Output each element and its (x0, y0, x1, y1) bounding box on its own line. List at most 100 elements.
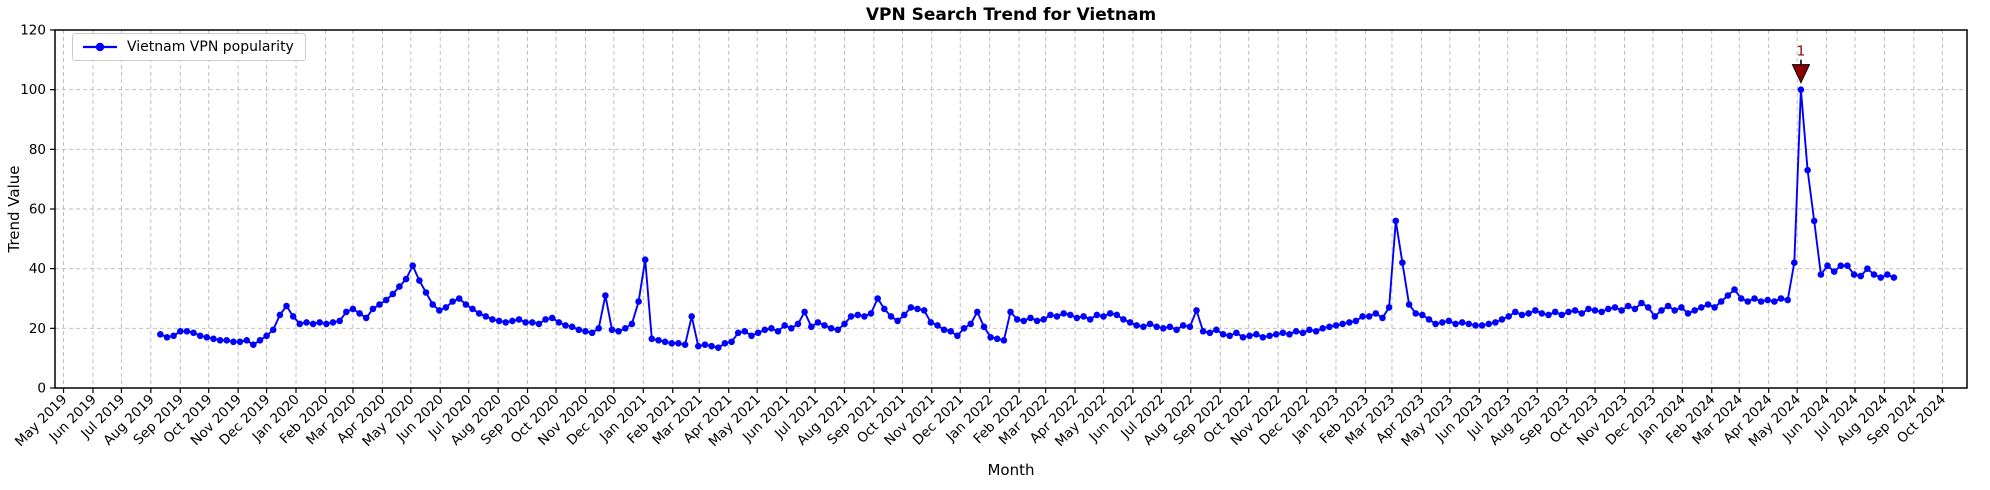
data-point-marker (1631, 305, 1639, 313)
data-point-marker (668, 340, 676, 347)
data-point-marker (1126, 319, 1134, 326)
data-point-marker (641, 256, 649, 264)
data-point-marker (1359, 313, 1366, 320)
data-point-marker (715, 344, 722, 352)
data-point-marker (1797, 86, 1805, 93)
data-point-marker (1478, 322, 1486, 329)
data-point-marker (1684, 310, 1692, 317)
data-point-marker (1598, 308, 1605, 316)
data-point-marker (1691, 307, 1698, 314)
data-point-marker (1890, 274, 1898, 281)
data-point-marker (960, 325, 968, 332)
data-point-marker (1764, 296, 1771, 304)
data-point-marker (867, 310, 875, 317)
data-point-marker (1312, 328, 1320, 335)
data-point-marker (1864, 265, 1871, 273)
data-point-marker (1771, 298, 1778, 305)
data-point-marker (847, 313, 855, 320)
data-point-marker (901, 311, 908, 319)
data-point-marker (1698, 304, 1705, 311)
data-point-marker (1253, 331, 1260, 338)
data-point-marker (734, 329, 742, 337)
data-point-marker (1067, 311, 1074, 319)
peak-annotation-label: 1 (1797, 44, 1806, 60)
data-point-marker (675, 340, 682, 347)
data-point-marker (934, 322, 941, 329)
data-point-marker (1671, 307, 1678, 314)
data-point-marker (1644, 304, 1652, 311)
data-point-marker (535, 320, 543, 328)
data-point-marker (1246, 332, 1253, 340)
data-point-marker (1040, 316, 1047, 323)
data-point-marker (336, 317, 344, 325)
data-point-marker (920, 307, 928, 314)
data-point-marker (1638, 299, 1645, 307)
data-point-marker (1844, 262, 1851, 270)
data-point-marker (608, 326, 616, 334)
data-point-marker (1332, 322, 1340, 329)
data-point-marker (1492, 319, 1499, 326)
data-point-marker (230, 338, 237, 346)
data-point-marker (455, 295, 463, 302)
data-point-marker (1439, 319, 1446, 326)
data-point-marker (1399, 259, 1406, 267)
data-point-marker (210, 335, 217, 343)
data-point-marker (203, 334, 211, 341)
data-point-marker (349, 305, 357, 313)
data-point-marker (223, 337, 230, 344)
data-point-marker (548, 314, 556, 322)
data-point-marker (555, 319, 563, 326)
chart-title: VPN Search Trend for Vietnam (865, 5, 1157, 25)
data-point-marker (1605, 305, 1612, 313)
data-point-marker (754, 329, 762, 337)
data-point-marker (947, 328, 954, 335)
data-point-marker (163, 334, 171, 341)
data-point-marker (1884, 271, 1891, 278)
y-tick-label: 20 (29, 321, 46, 337)
series-vietnam-vpn-popularity (157, 86, 1898, 352)
data-point-marker (1292, 328, 1300, 335)
data-point-marker (562, 322, 569, 329)
legend: Vietnam VPN popularity (72, 33, 306, 61)
data-point-marker (914, 305, 921, 313)
data-point-marker (1472, 322, 1479, 329)
data-point-marker (449, 298, 456, 305)
data-point-marker (1751, 295, 1758, 302)
y-tick-label: 40 (29, 261, 46, 277)
data-point-marker (190, 329, 197, 337)
data-point-marker (794, 320, 802, 328)
data-point-marker (429, 301, 437, 308)
data-point-marker (801, 308, 808, 316)
data-point-marker (1704, 301, 1712, 308)
data-point-marker (568, 323, 576, 331)
data-point-marker (436, 307, 443, 314)
data-point-marker (1724, 292, 1732, 299)
data-point-marker (1784, 296, 1791, 304)
data-point-marker (808, 323, 815, 331)
data-point-marker (1432, 320, 1439, 328)
data-point-marker (993, 335, 1001, 343)
data-point-marker (1385, 304, 1393, 311)
data-point-marker (1538, 310, 1546, 317)
data-point-marker (681, 341, 689, 349)
data-point-marker (954, 332, 961, 340)
data-point-marker (170, 332, 177, 340)
data-point-marker (1166, 323, 1174, 331)
data-point-marker (894, 317, 901, 325)
data-point-marker (250, 341, 257, 349)
data-point-marker (489, 316, 496, 323)
data-point-marker (1717, 298, 1725, 305)
data-point-marker (1458, 319, 1466, 326)
data-point-marker (721, 340, 729, 347)
data-point-marker (1199, 328, 1207, 335)
data-point-marker (1379, 314, 1386, 322)
y-tick-label: 0 (37, 381, 46, 397)
data-point-marker (243, 337, 250, 344)
data-point-marker (1020, 317, 1028, 325)
data-point-marker (1086, 316, 1094, 323)
data-point-marker (1777, 295, 1785, 302)
data-point-marker (1186, 323, 1194, 331)
data-point-marker (821, 322, 828, 329)
